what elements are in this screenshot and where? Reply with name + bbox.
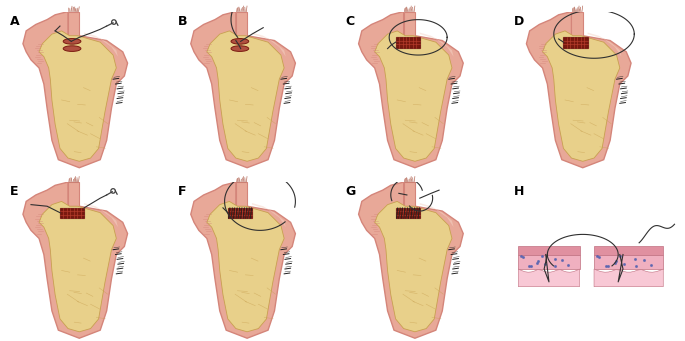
Polygon shape bbox=[68, 182, 79, 206]
Polygon shape bbox=[420, 32, 453, 57]
Polygon shape bbox=[68, 12, 79, 36]
Polygon shape bbox=[84, 32, 118, 57]
Polygon shape bbox=[190, 182, 295, 338]
Polygon shape bbox=[359, 12, 463, 168]
Polygon shape bbox=[375, 202, 452, 332]
Polygon shape bbox=[594, 254, 663, 269]
Text: G: G bbox=[346, 185, 356, 198]
Text: F: F bbox=[178, 185, 186, 198]
Polygon shape bbox=[252, 203, 286, 227]
Polygon shape bbox=[39, 202, 116, 332]
Polygon shape bbox=[207, 202, 284, 332]
Polygon shape bbox=[571, 12, 583, 36]
Polygon shape bbox=[23, 182, 127, 338]
Polygon shape bbox=[375, 31, 452, 161]
Polygon shape bbox=[519, 254, 580, 269]
Polygon shape bbox=[190, 12, 295, 168]
Polygon shape bbox=[588, 32, 621, 57]
Ellipse shape bbox=[63, 39, 81, 44]
Polygon shape bbox=[252, 32, 286, 57]
Polygon shape bbox=[403, 12, 415, 36]
Text: A: A bbox=[10, 15, 20, 28]
Polygon shape bbox=[519, 269, 580, 287]
Polygon shape bbox=[526, 12, 631, 168]
Polygon shape bbox=[594, 247, 663, 254]
Polygon shape bbox=[543, 31, 620, 161]
Text: B: B bbox=[178, 15, 188, 28]
Bar bbox=[396, 208, 420, 218]
Ellipse shape bbox=[231, 39, 249, 44]
Polygon shape bbox=[420, 203, 453, 227]
Text: D: D bbox=[514, 15, 524, 28]
Text: H: H bbox=[514, 185, 524, 198]
Polygon shape bbox=[39, 31, 116, 161]
Polygon shape bbox=[519, 247, 580, 254]
Bar bbox=[396, 37, 420, 48]
Polygon shape bbox=[236, 182, 247, 206]
Bar bbox=[564, 37, 588, 48]
Text: C: C bbox=[346, 15, 355, 28]
Ellipse shape bbox=[231, 46, 249, 51]
Polygon shape bbox=[23, 12, 127, 168]
Polygon shape bbox=[594, 269, 663, 287]
Polygon shape bbox=[359, 182, 463, 338]
Polygon shape bbox=[207, 31, 284, 161]
Text: E: E bbox=[10, 185, 18, 198]
Polygon shape bbox=[403, 182, 415, 206]
Polygon shape bbox=[236, 12, 247, 36]
Bar bbox=[60, 208, 84, 218]
Bar bbox=[228, 208, 252, 218]
Ellipse shape bbox=[63, 46, 81, 51]
Polygon shape bbox=[84, 203, 118, 227]
